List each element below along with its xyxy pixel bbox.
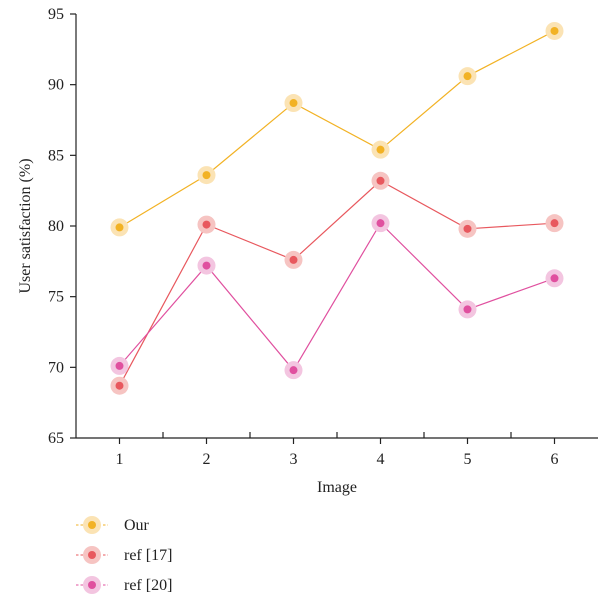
data-point (458, 219, 477, 238)
data-point-marker (463, 305, 472, 314)
data-point-marker (376, 145, 385, 154)
series-line (118, 180, 555, 386)
x-tick-label: 6 (551, 451, 559, 468)
data-point-marker (289, 255, 298, 264)
legend-marker (88, 581, 96, 589)
x-tick-label: 1 (116, 451, 124, 468)
legend-marker (88, 551, 96, 559)
data-point-marker (289, 366, 298, 375)
data-point-marker (202, 261, 211, 270)
data-point (284, 94, 303, 113)
data-point (197, 166, 216, 185)
data-point-marker (202, 220, 211, 229)
data-point (110, 218, 129, 237)
data-point (284, 250, 303, 269)
data-point-marker (550, 274, 559, 283)
legend-marker (88, 521, 96, 529)
y-tick-label: 90 (48, 77, 64, 94)
data-point-marker (550, 26, 559, 35)
y-tick-label: 95 (48, 6, 64, 23)
y-tick-label: 75 (48, 289, 64, 306)
data-point-marker (550, 219, 559, 228)
y-tick-label: 70 (48, 359, 64, 376)
data-point (371, 214, 390, 233)
data-point-marker (115, 381, 124, 390)
data-point (197, 256, 216, 275)
data-point (545, 21, 564, 40)
legend-label: ref [20] (124, 577, 172, 594)
data-point (110, 356, 129, 375)
legend-label: Our (124, 517, 150, 534)
data-point (371, 171, 390, 190)
y-tick-label: 80 (48, 218, 64, 235)
y-ticks: 65 70 75 80 85 90 95 (48, 6, 76, 447)
data-point-marker (115, 361, 124, 370)
data-point-marker (463, 224, 472, 233)
x-tick-label: 3 (290, 451, 298, 468)
data-point-marker (463, 72, 472, 81)
series-line (119, 222, 555, 372)
series-line (119, 30, 555, 228)
legend-item: Our (76, 516, 150, 534)
x-tick-label: 2 (203, 451, 211, 468)
x-tick-label: 4 (377, 451, 385, 468)
y-tick-label: 65 (48, 430, 64, 447)
data-point (110, 376, 129, 395)
series-group (110, 21, 564, 395)
x-ticks: 1 2 3 4 5 6 (116, 432, 559, 468)
data-point (284, 361, 303, 380)
data-point-marker (376, 176, 385, 185)
y-axis-title: User satisfaction (%) (17, 158, 34, 293)
data-point-marker (376, 219, 385, 228)
data-point (458, 300, 477, 319)
data-point (371, 140, 390, 159)
data-point (545, 269, 564, 288)
y-tick-label: 85 (48, 147, 64, 164)
x-tick-label: 5 (464, 451, 472, 468)
legend-item: ref [17] (76, 546, 172, 564)
data-point (545, 214, 564, 233)
data-point (197, 215, 216, 234)
data-point (458, 67, 477, 86)
data-point-marker (289, 99, 298, 108)
legend-label: ref [17] (124, 547, 172, 564)
legend: Our ref [17] ref [20] (76, 516, 172, 594)
x-axis-title: Image (317, 479, 357, 496)
legend-item: ref [20] (76, 576, 172, 594)
data-point-marker (202, 171, 211, 180)
data-point-marker (115, 223, 124, 232)
